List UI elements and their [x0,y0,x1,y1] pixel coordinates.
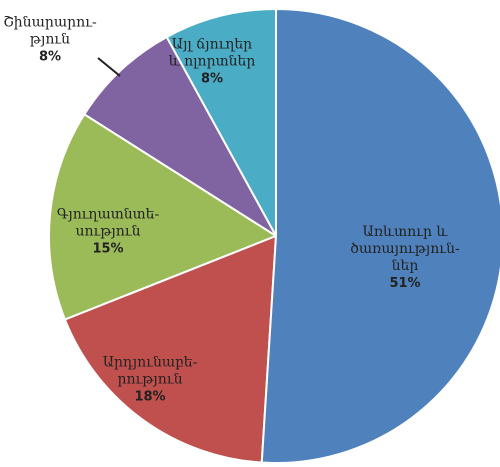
slice-label: Այլ ճյուղեր և ոլորտներ 8% [169,37,256,88]
category-label: Գյուղատնտե- սություն [56,206,160,240]
pie-slice [63,234,278,464]
value-label: 51% [389,276,421,291]
leader-line [97,57,121,77]
slice-label: Արդյունաբե- րություն 18% [103,355,198,406]
slice-label: Շինարարու- թյուն 8% [3,15,97,66]
category-label: Շինարարու- թյուն [3,14,97,48]
slice-label: Գյուղատնտե- սություն 15% [57,207,159,258]
category-label: Այլ ճյուղեր և ոլորտներ [168,36,256,70]
value-label: 18% [134,389,166,405]
pie-slice [165,7,277,237]
pie-slice [82,35,277,237]
category-label: Առևտուր և ծառայություն- ներ [350,224,460,274]
pie-slice [48,112,279,321]
value-label: 15% [92,241,124,257]
category-label: Արդյունաբե- րություն [102,354,198,388]
value-label: 8% [200,71,224,87]
pie-slice [260,7,500,464]
slice-label: Առևտուր և ծառայություն- ներ 51% [350,224,459,292]
value-label: 8% [38,49,62,65]
